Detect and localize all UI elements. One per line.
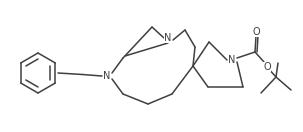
Text: O: O	[252, 27, 260, 37]
Text: N: N	[164, 33, 172, 43]
Text: O: O	[263, 62, 271, 72]
Text: N: N	[228, 55, 236, 65]
Text: N: N	[103, 71, 111, 81]
